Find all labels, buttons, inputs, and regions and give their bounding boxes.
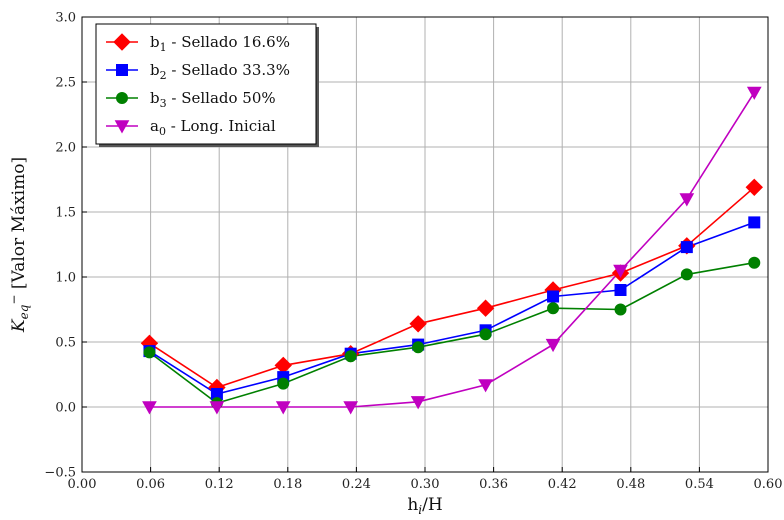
- data-point: [143, 346, 156, 359]
- x-tick-label: 0.48: [616, 477, 645, 492]
- legend-entry-rest: - Sellado 50%: [167, 89, 276, 107]
- data-point: [410, 396, 426, 410]
- y-axis-label-rest: [Valor Máximo]: [9, 157, 29, 295]
- data-point: [275, 401, 291, 415]
- x-tick-label: 0.54: [685, 477, 714, 492]
- legend-marker: [114, 120, 130, 134]
- y-axis-label-main: K: [9, 318, 29, 333]
- y-tick-label: 1.0: [55, 271, 76, 286]
- y-axis-label-sup: −: [7, 295, 21, 305]
- y-tick-label: −0.5: [44, 466, 76, 481]
- legend-entry-sub: 3: [160, 97, 167, 110]
- series-markers: [140, 86, 763, 415]
- series-line-3: [148, 261, 755, 404]
- data-point: [614, 284, 627, 296]
- legend-entry-1: b1 - Sellado 16.6%: [150, 33, 290, 54]
- y-tick-labels: −0.5 0.0 0.5 1.0 1.5 2.0 2.5 3.0: [44, 11, 76, 481]
- data-point: [745, 178, 763, 197]
- data-point: [409, 315, 427, 333]
- legend-entry-sub: 0: [159, 125, 166, 138]
- legend-marker: [116, 92, 128, 104]
- legend-entry-main: b: [150, 89, 160, 107]
- legend-marker: [113, 33, 131, 51]
- series-line-4: [149, 91, 755, 408]
- data-point: [679, 193, 695, 207]
- x-tick-label: 0.30: [411, 477, 440, 492]
- x-axis-label-main: h: [407, 495, 418, 515]
- x-tick-label: 0.18: [273, 477, 302, 492]
- x-tick-labels: 0.00 0.06 0.12 0.18 0.24 0.30 0.36 0.42 0.48 0.54…: [68, 477, 783, 492]
- data-point: [343, 401, 359, 415]
- data-point: [142, 401, 157, 415]
- x-axis-label-rest: /H: [422, 495, 443, 515]
- series-line-1: [149, 186, 755, 389]
- y-axis-label: Keq− [Valor Máximo]: [7, 157, 31, 333]
- y-tick-label: 0.0: [55, 401, 76, 416]
- data-point: [412, 341, 425, 354]
- y-tick-label: 0.5: [55, 336, 76, 351]
- legend-entry-rest: - Sellado 33.3%: [167, 61, 290, 79]
- x-tick-label: 0.36: [479, 477, 508, 492]
- data-point: [748, 216, 761, 229]
- y-tick-label: 3.0: [55, 11, 76, 26]
- legend-entry-sub: 2: [160, 69, 167, 82]
- legend-entry-main: a: [150, 117, 159, 135]
- legend-box: [95, 23, 317, 145]
- legend-entry-rest: - Sellado 16.6%: [167, 33, 290, 51]
- legend-entry-3: b3 - Sellado 50%: [150, 89, 276, 110]
- y-tick-label: 2.0: [55, 141, 76, 156]
- data-point: [746, 86, 762, 100]
- y-tick-label: 2.5: [55, 76, 76, 91]
- data-point: [614, 303, 627, 316]
- data-point: [748, 256, 761, 269]
- x-axis-label-sub: i: [418, 503, 422, 517]
- series-lines: [148, 91, 755, 408]
- x-tick-label: 0.00: [68, 477, 97, 492]
- axis-ticks: [81, 16, 769, 473]
- data-point: [277, 377, 290, 390]
- y-tick-label: 1.5: [55, 206, 76, 221]
- x-tick-label: 0.06: [136, 477, 165, 492]
- x-tick-label: 0.24: [342, 477, 371, 492]
- data-point: [545, 338, 561, 353]
- x-tick-label: 0.12: [205, 477, 234, 492]
- legend-entry-4: a0 - Long. Inicial: [150, 117, 276, 138]
- series-line-2: [149, 221, 755, 395]
- y-axis-label-sub: eq: [17, 304, 31, 319]
- x-tick-label: 0.60: [754, 477, 783, 492]
- data-point: [613, 264, 628, 279]
- data-point: [344, 350, 357, 363]
- legend-marker: [116, 64, 128, 76]
- data-point: [547, 290, 560, 303]
- y-axis-label-text: Keq− [Valor Máximo]: [7, 157, 31, 333]
- data-point: [478, 379, 493, 393]
- legend-entry-main: b: [150, 61, 160, 79]
- data-point: [680, 268, 693, 281]
- data-point: [680, 241, 693, 254]
- data-point: [209, 401, 225, 415]
- legend-entry-2: b2 - Sellado 33.3%: [150, 61, 290, 82]
- x-axis-label: hi/H: [407, 495, 442, 517]
- legend-entry-sub: 1: [160, 41, 167, 54]
- data-point: [479, 328, 492, 341]
- data-point: [476, 299, 495, 317]
- legend-entry-rest: - Long. Inicial: [166, 117, 276, 135]
- legend: b1 - Sellado 16.6%b2 - Sellado 33.3%b3 -…: [95, 23, 319, 147]
- x-tick-label: 0.42: [548, 477, 577, 492]
- data-point: [547, 302, 560, 315]
- legend-entry-main: b: [150, 33, 160, 51]
